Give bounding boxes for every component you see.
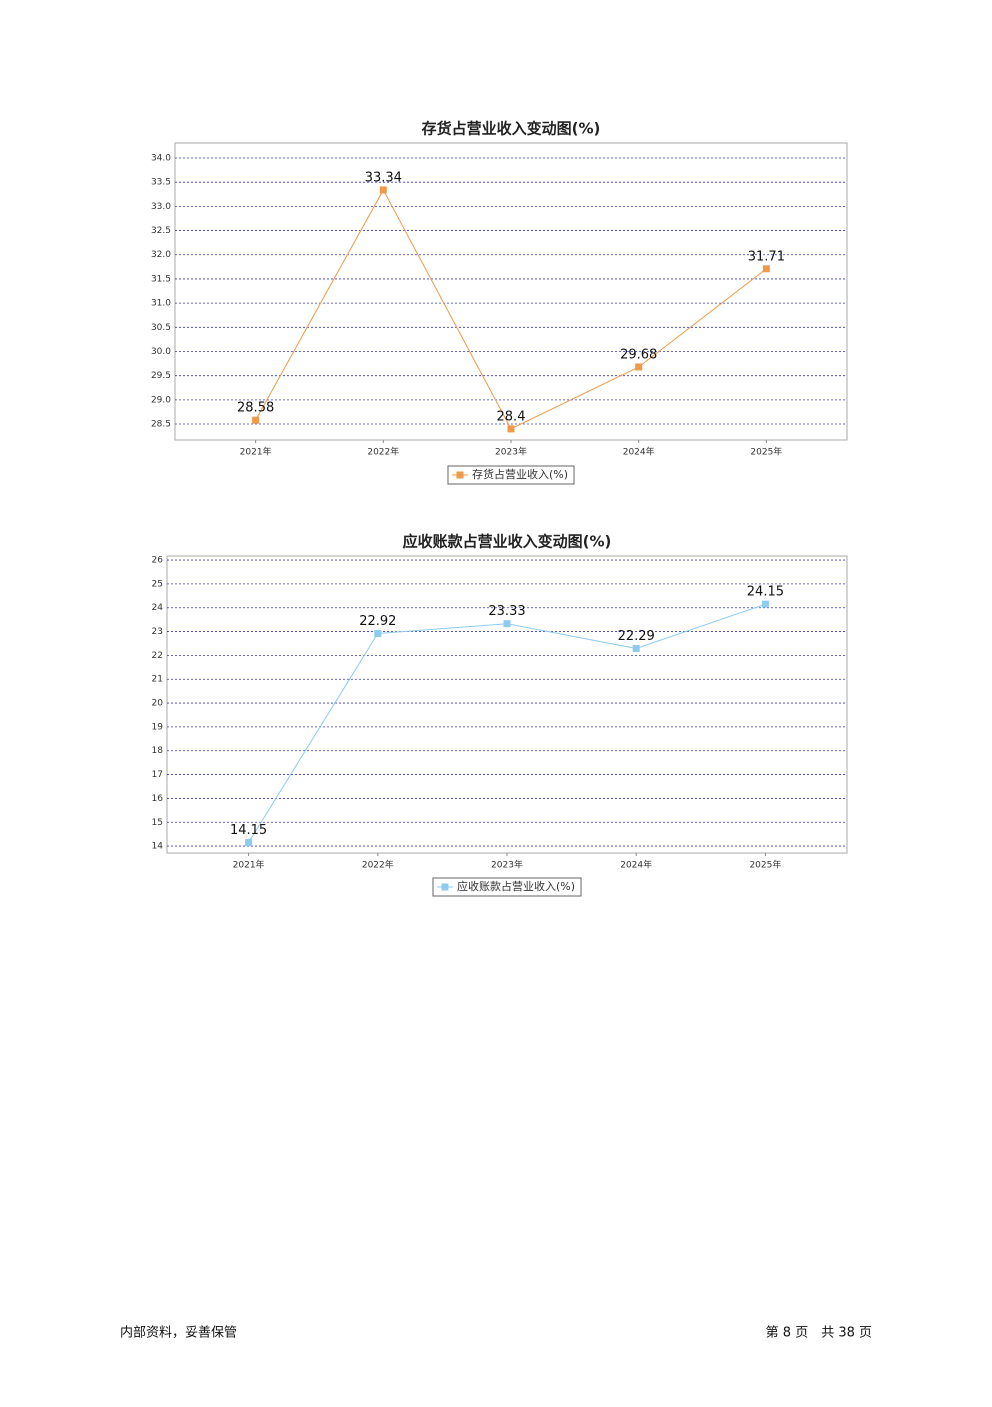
y-tick-label: 32.5 [151, 226, 171, 236]
data-point [635, 363, 643, 371]
x-tick-label: 2021年 [233, 859, 265, 871]
y-tick-label: 17 [152, 770, 163, 780]
data-point [507, 425, 515, 433]
y-tick-label: 26 [152, 556, 164, 566]
y-tick-label: 34.0 [151, 153, 171, 163]
x-tick-label: 2024年 [623, 446, 655, 458]
y-tick-label: 21 [152, 675, 163, 685]
legend-box [447, 465, 575, 485]
data-point [379, 186, 387, 194]
data-point [762, 265, 770, 273]
y-tick-label: 16 [152, 794, 164, 804]
y-tick-label: 22 [152, 651, 163, 661]
footer-right: 第 8 页 共 38 页 [766, 1326, 872, 1341]
value-label: 14.15 [230, 823, 267, 838]
value-label: 24.15 [747, 585, 784, 600]
x-tick-label: 2022年 [367, 446, 399, 458]
value-label: 28.58 [237, 401, 274, 416]
legend-label: 应收账款占营业收入(%) [457, 879, 575, 893]
y-tick-label: 14 [152, 842, 164, 852]
plot-area [166, 555, 848, 854]
y-tick-label: 32.0 [151, 250, 171, 260]
value-label: 33.34 [365, 170, 402, 185]
data-point [503, 620, 511, 628]
y-tick-label: 29.0 [151, 395, 171, 405]
y-tick-label: 28.5 [151, 420, 171, 430]
data-point [245, 839, 253, 847]
legend-marker [456, 471, 464, 479]
y-tick-label: 18 [152, 746, 164, 756]
y-tick-label: 23 [152, 627, 163, 637]
data-point [632, 644, 640, 652]
y-tick-label: 24 [152, 603, 164, 613]
value-label: 28.4 [497, 409, 526, 424]
y-tick-label: 30.0 [151, 347, 171, 357]
legend: 存货占营业收入(%) [447, 465, 575, 485]
y-tick-label: 31.0 [151, 299, 171, 309]
plot-area [174, 142, 848, 441]
value-label: 31.71 [748, 249, 785, 264]
x-tick-label: 2023年 [495, 446, 527, 458]
y-tick-label: 33.0 [151, 202, 171, 212]
legend-label: 存货占营业收入(%) [472, 467, 568, 481]
x-tick-label: 2022年 [362, 859, 394, 871]
data-point [761, 600, 769, 608]
legend: 应收账款占营业收入(%) [432, 877, 582, 897]
value-label: 22.92 [359, 614, 396, 629]
x-tick-label: 2021年 [240, 446, 272, 458]
value-label: 22.29 [618, 629, 655, 644]
y-tick-label: 30.5 [151, 323, 171, 333]
footer-left: 内部资料，妥善保管 [120, 1325, 237, 1341]
legend-marker [441, 883, 449, 891]
x-tick-label: 2025年 [749, 859, 781, 871]
y-tick-label: 20 [152, 699, 164, 709]
y-tick-label: 33.5 [151, 178, 171, 188]
chart-title: 存货占营业收入变动图(%) [422, 120, 601, 138]
data-point [374, 629, 382, 637]
chart-title: 应收账款占营业收入变动图(%) [403, 533, 612, 551]
value-label: 23.33 [488, 604, 525, 619]
y-tick-label: 15 [152, 818, 163, 828]
data-point [252, 416, 260, 424]
y-tick-label: 19 [152, 722, 164, 732]
legend-box [432, 877, 582, 897]
x-tick-label: 2023年 [491, 859, 523, 871]
x-tick-label: 2024年 [620, 859, 652, 871]
y-tick-label: 31.5 [151, 274, 171, 284]
value-label: 29.68 [620, 347, 657, 362]
y-tick-label: 29.5 [151, 371, 171, 381]
y-tick-label: 25 [152, 579, 163, 589]
x-tick-label: 2025年 [750, 446, 782, 458]
